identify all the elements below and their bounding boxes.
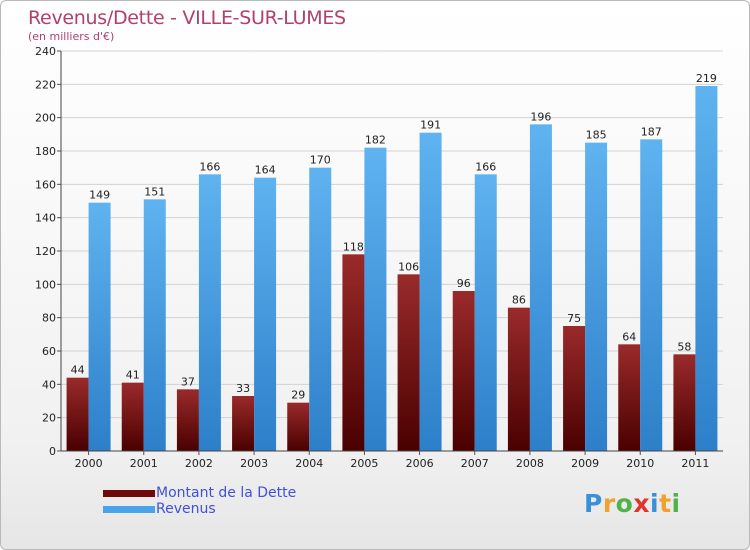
proxiti-logo: Proxiti (584, 489, 681, 518)
x-tick-label: 2006 (406, 457, 434, 470)
chart-title: Revenus/Dette - VILLE-SUR-LUMES (28, 7, 346, 29)
data-label-revenus: 166 (475, 160, 496, 173)
data-label-revenus: 191 (420, 119, 441, 132)
data-label-dette: 58 (677, 340, 691, 353)
y-tick-label: 80 (42, 312, 56, 325)
data-label-dette: 86 (512, 294, 526, 307)
bar-revenus (254, 177, 277, 451)
bar-dette (342, 254, 365, 451)
x-tick-label: 2011 (681, 457, 709, 470)
data-label-dette: 29 (291, 389, 305, 402)
bar-dette (397, 274, 420, 451)
data-label-dette: 75 (567, 312, 581, 325)
data-label-revenus: 219 (696, 72, 717, 85)
bar-revenus (474, 174, 497, 452)
legend-label-revenus: Revenus (156, 501, 216, 517)
x-tick-label: 2004 (295, 457, 323, 470)
bar-revenus (364, 147, 387, 451)
y-tick-label: 180 (35, 145, 56, 158)
bar-dette (563, 326, 586, 451)
y-tick-label: 200 (35, 112, 56, 125)
bar-dette (176, 389, 199, 451)
bar-dette (232, 396, 255, 451)
legend-swatch-revenus (103, 506, 155, 513)
legend-swatch-dette (103, 490, 155, 497)
x-tick-label: 2008 (516, 457, 544, 470)
logo-letter: i (671, 489, 681, 518)
y-tick-label: 100 (35, 278, 56, 291)
logo-letter: t (659, 489, 672, 518)
logo-letter: o (615, 489, 634, 518)
data-label-dette: 33 (236, 382, 250, 395)
bar-revenus (198, 174, 221, 452)
bar-revenus (309, 167, 332, 451)
bar-revenus (695, 86, 718, 451)
x-tick-label: 2002 (185, 457, 213, 470)
bar-revenus (419, 132, 442, 451)
y-tick-label: 60 (42, 345, 56, 358)
y-axis-ticks: 0 20 40 60 80 100 120 140 160 180 200 220 240 (35, 45, 61, 458)
logo-letter: P (584, 489, 603, 518)
bar-dette (452, 291, 475, 451)
data-label-dette: 37 (181, 375, 195, 388)
x-tick-label: 2005 (350, 457, 378, 470)
bars (66, 86, 718, 452)
data-label-dette: 106 (398, 260, 419, 273)
bar-revenus (640, 139, 663, 452)
y-tick-label: 120 (35, 245, 56, 258)
bar-revenus (585, 142, 608, 451)
data-label-revenus: 187 (641, 125, 662, 138)
logo-letter: x (633, 489, 650, 518)
y-tick-label: 20 (42, 412, 56, 425)
bar-dette (121, 382, 144, 451)
gridlines (61, 50, 723, 419)
x-tick-label: 2007 (461, 457, 489, 470)
chart-subtitle: (en milliers d'€) (28, 30, 115, 43)
data-label-revenus: 166 (199, 160, 220, 173)
y-tick-label: 0 (49, 445, 56, 458)
bar-dette (66, 377, 89, 451)
data-label-revenus: 196 (530, 110, 551, 123)
data-label-revenus: 149 (89, 189, 110, 202)
data-label-dette: 44 (71, 364, 85, 377)
data-label-dette: 118 (343, 240, 364, 253)
bar-dette (618, 344, 641, 451)
data-label-revenus: 185 (586, 129, 607, 142)
x-tick-label: 2003 (240, 457, 268, 470)
bar-dette (507, 307, 530, 451)
logo-letter: i (650, 489, 660, 518)
bar-dette (673, 354, 696, 451)
logo-letter: r (602, 489, 616, 518)
data-label-revenus: 170 (310, 154, 331, 167)
data-label-revenus: 151 (144, 185, 165, 198)
data-label-revenus: 182 (365, 134, 386, 147)
y-tick-label: 240 (35, 45, 56, 58)
legend-label-dette: Montant de la Dette (156, 485, 297, 501)
y-tick-label: 40 (42, 378, 56, 391)
bar-revenus (529, 124, 552, 451)
x-axis-ticks: 2000 2001 2002 2003 2004 2005 2006 2007 2008 2009… (75, 451, 709, 470)
y-tick-label: 160 (35, 178, 56, 191)
bar-revenus (143, 199, 166, 451)
axes (60, 51, 723, 452)
x-tick-label: 2009 (571, 457, 599, 470)
x-tick-label: 2001 (130, 457, 158, 470)
y-tick-label: 140 (35, 212, 56, 225)
data-label-dette: 64 (622, 330, 636, 343)
y-tick-label: 220 (35, 78, 56, 91)
bar-revenus (88, 202, 111, 451)
data-label-revenus: 164 (255, 164, 276, 177)
x-tick-label: 2010 (626, 457, 654, 470)
bar-dette (287, 402, 310, 451)
data-labels: 44 149 41 151 37 166 33 164 29 170 118 182 106 191 96 1… (71, 72, 717, 402)
data-label-dette: 96 (457, 277, 471, 290)
data-label-dette: 41 (126, 369, 140, 382)
x-tick-label: 2000 (75, 457, 103, 470)
